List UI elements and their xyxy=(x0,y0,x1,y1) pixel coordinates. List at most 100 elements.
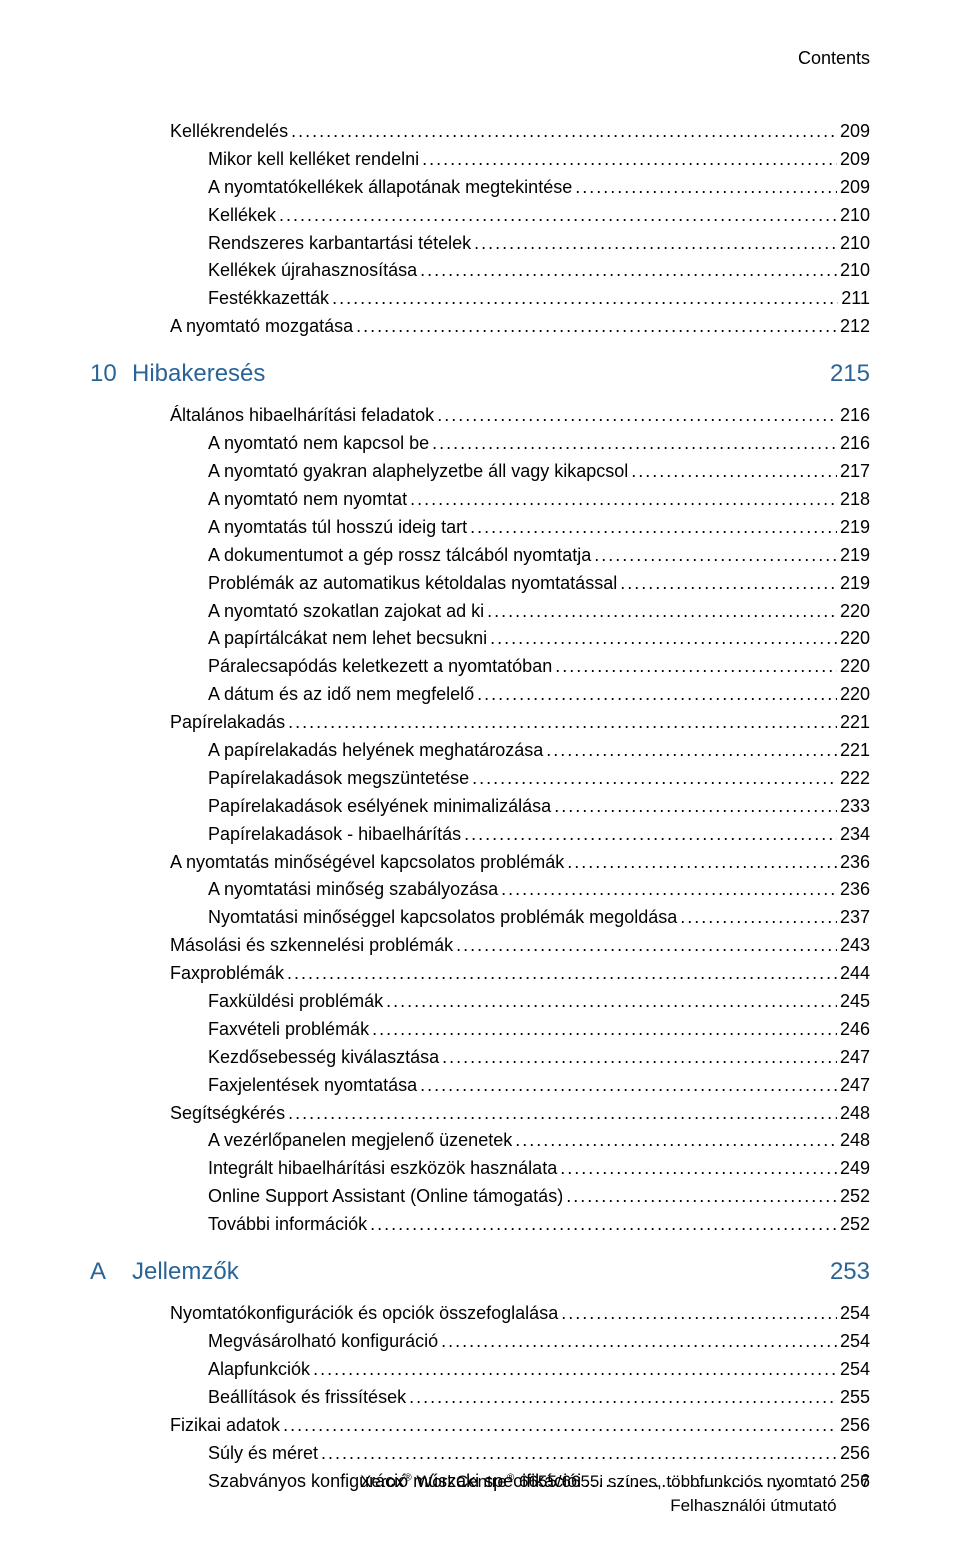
toc-entry[interactable]: Alapfunkciók254 xyxy=(90,1356,870,1384)
toc-leader-dots xyxy=(420,1072,837,1100)
toc-entry-page: 254 xyxy=(840,1328,870,1356)
toc-entry-title: Fizikai adatok xyxy=(170,1412,280,1440)
toc-entry[interactable]: Súly és méret256 xyxy=(90,1440,870,1468)
toc-entry-page: 248 xyxy=(840,1127,870,1155)
toc-entry-page: 220 xyxy=(840,681,870,709)
toc-entry[interactable]: A papírelakadás helyének meghatározása22… xyxy=(90,737,870,765)
toc-chapter-row[interactable]: 10Hibakeresés215 xyxy=(90,355,870,392)
toc-entry[interactable]: Faxvételi problémák246 xyxy=(90,1016,870,1044)
toc-chapter-page: 253 xyxy=(830,1253,870,1290)
toc-entry[interactable]: A nyomtató mozgatása212 xyxy=(90,313,870,341)
toc-entry[interactable]: A nyomtató nem kapcsol be216 xyxy=(90,430,870,458)
toc-entry-title: A papírtálcákat nem lehet becsukni xyxy=(208,625,487,653)
toc-entry-title: Faxjelentések nyomtatása xyxy=(208,1072,417,1100)
toc-entry[interactable]: Beállítások és frissítések255 xyxy=(90,1384,870,1412)
toc-entry[interactable]: Nyomtatókonfigurációk és opciók összefog… xyxy=(90,1300,870,1328)
toc-entry[interactable]: Megvásárolható konfiguráció 254 xyxy=(90,1328,870,1356)
toc-entry[interactable]: Festékkazetták211 xyxy=(90,285,870,313)
toc-leader-dots xyxy=(432,430,837,458)
toc-entry[interactable]: A nyomtatókellékek állapotának megtekint… xyxy=(90,174,870,202)
toc-leader-dots xyxy=(372,1016,837,1044)
toc-entry-page: 216 xyxy=(840,430,870,458)
toc-entry[interactable]: Kellékrendelés 209 xyxy=(90,118,870,146)
footer-line-1: Xerox® WorkCentre® 6655/6655i színes, tö… xyxy=(360,1470,837,1494)
toc-entry-title: Faxvételi problémák xyxy=(208,1016,369,1044)
toc-entry[interactable]: A papírtálcákat nem lehet becsukni220 xyxy=(90,625,870,653)
toc-entry-page: 219 xyxy=(840,570,870,598)
toc-entry[interactable]: Páralecsapódás keletkezett a nyomtatóban… xyxy=(90,653,870,681)
toc-entry[interactable]: Segítségkérés248 xyxy=(90,1100,870,1128)
toc-entry[interactable]: Faxjelentések nyomtatása247 xyxy=(90,1072,870,1100)
toc-entry[interactable]: Faxproblémák244 xyxy=(90,960,870,988)
toc-entry-title: Papírelakadások esélyének minimalizálása xyxy=(208,793,551,821)
toc-entry[interactable]: A nyomtató szokatlan zajokat ad ki220 xyxy=(90,598,870,626)
toc-entry-page: 236 xyxy=(840,876,870,904)
toc-leader-dots xyxy=(561,1300,837,1328)
toc-entry-title: Beállítások és frissítések xyxy=(208,1384,406,1412)
toc-entry-page: 236 xyxy=(840,849,870,877)
toc-entry[interactable]: Rendszeres karbantartási tételek210 xyxy=(90,230,870,258)
toc-entry[interactable]: Kezdősebesség kiválasztása247 xyxy=(90,1044,870,1072)
toc-entry[interactable]: A nyomtató gyakran alaphelyzetbe áll vag… xyxy=(90,458,870,486)
toc-chapter-number: 10 xyxy=(90,355,132,392)
toc-entry[interactable]: A nyomtatás túl hosszú ideig tart 219 xyxy=(90,514,870,542)
toc-leader-dots xyxy=(680,904,837,932)
toc-chapter-row[interactable]: AJellemzők253 xyxy=(90,1253,870,1290)
toc-entry[interactable]: Online Support Assistant (Online támogat… xyxy=(90,1183,870,1211)
toc-entry-page: 234 xyxy=(840,821,870,849)
toc-entry[interactable]: További információk252 xyxy=(90,1211,870,1239)
toc-entry-page: 219 xyxy=(840,514,870,542)
toc-entry-page: 233 xyxy=(840,793,870,821)
toc-chapter-page: 215 xyxy=(830,355,870,392)
toc-entry-title: Megvásárolható konfiguráció xyxy=(208,1328,438,1356)
toc-entry[interactable]: Faxküldési problémák245 xyxy=(90,988,870,1016)
toc-entry-title: Nyomtatókonfigurációk és opciók összefog… xyxy=(170,1300,558,1328)
toc-entry[interactable]: A nyomtatási minőség szabályozása236 xyxy=(90,876,870,904)
toc-entry-title: A nyomtató gyakran alaphelyzetbe áll vag… xyxy=(208,458,628,486)
toc-entry-page: 209 xyxy=(840,174,870,202)
toc-entry-title: Segítségkérés xyxy=(170,1100,285,1128)
toc-entry-title: Másolási és szkennelési problémák xyxy=(170,932,453,960)
toc-leader-dots xyxy=(356,313,837,341)
toc-entry-title: Általános hibaelhárítási feladatok xyxy=(170,402,434,430)
toc-entry-title: A nyomtató mozgatása xyxy=(170,313,353,341)
toc-entry[interactable]: Papírelakadás221 xyxy=(90,709,870,737)
toc-leader-dots xyxy=(472,765,837,793)
toc-entry[interactable]: Másolási és szkennelési problémák243 xyxy=(90,932,870,960)
toc-entry[interactable]: Papírelakadások - hibaelhárítás234 xyxy=(90,821,870,849)
toc-leader-dots xyxy=(291,118,837,146)
toc-entry-page: 256 xyxy=(840,1440,870,1468)
toc-entry[interactable]: Mikor kell kelléket rendelni209 xyxy=(90,146,870,174)
toc-entry-page: 210 xyxy=(840,257,870,285)
toc-entry[interactable]: A nyomtatás minőségével kapcsolatos prob… xyxy=(90,849,870,877)
toc-entry[interactable]: A dátum és az idő nem megfelelő220 xyxy=(90,681,870,709)
toc-entry-title: Faxküldési problémák xyxy=(208,988,383,1016)
toc-entry-title: Kellékrendelés xyxy=(170,118,288,146)
toc-leader-dots xyxy=(575,174,837,202)
toc-leader-dots xyxy=(566,1183,837,1211)
toc-entry-page: 210 xyxy=(840,202,870,230)
toc-entry-title: Problémák az automatikus kétoldalas nyom… xyxy=(208,570,617,598)
toc-entry[interactable]: Általános hibaelhárítási feladatok216 xyxy=(90,402,870,430)
toc-entry[interactable]: Nyomtatási minőséggel kapcsolatos problé… xyxy=(90,904,870,932)
toc-entry[interactable]: Papírelakadások megszüntetése222 xyxy=(90,765,870,793)
toc-entry-page: 256 xyxy=(840,1412,870,1440)
toc-entry[interactable]: A nyomtató nem nyomtat218 xyxy=(90,486,870,514)
toc-entry[interactable]: Papírelakadások esélyének minimalizálása… xyxy=(90,793,870,821)
footer-page-number: 7 xyxy=(861,1470,870,1492)
toc-entry-page: 237 xyxy=(840,904,870,932)
toc-entry[interactable]: Kellékek újrahasznosítása210 xyxy=(90,257,870,285)
toc-entry[interactable]: Integrált hibaelhárítási eszközök haszná… xyxy=(90,1155,870,1183)
toc-entry-page: 209 xyxy=(840,118,870,146)
toc-entry[interactable]: A vezérlőpanelen megjelenő üzenetek248 xyxy=(90,1127,870,1155)
toc-entry-page: 252 xyxy=(840,1183,870,1211)
toc-entry-title: A nyomtatás túl hosszú ideig tart xyxy=(208,514,467,542)
toc-entry[interactable]: Problémák az automatikus kétoldalas nyom… xyxy=(90,570,870,598)
toc-leader-dots xyxy=(279,202,837,230)
toc-entry[interactable]: Kellékek210 xyxy=(90,202,870,230)
toc-entry[interactable]: A dokumentumot a gép rossz tálcából nyom… xyxy=(90,542,870,570)
toc-leader-dots xyxy=(515,1127,837,1155)
toc-entry-title: A nyomtatás minőségével kapcsolatos prob… xyxy=(170,849,564,877)
toc-entry[interactable]: Fizikai adatok 256 xyxy=(90,1412,870,1440)
toc-leader-dots xyxy=(288,709,837,737)
